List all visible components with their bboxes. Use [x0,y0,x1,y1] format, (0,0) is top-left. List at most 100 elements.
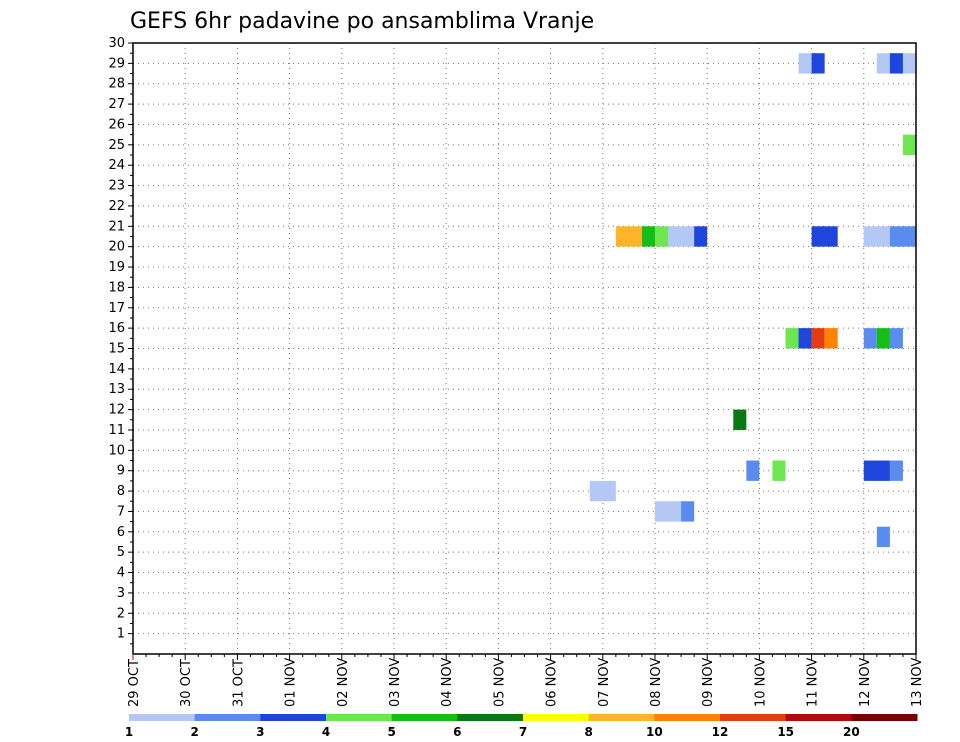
y-tick-label: 11 [108,423,125,438]
precip-cell [863,460,890,481]
colorbar-swatch [194,714,261,721]
colorbar-label: 4 [322,725,330,739]
y-tick-label: 9 [117,464,125,479]
x-tick-label: 30 OCT [179,659,194,707]
colorbar-label: 1 [125,725,133,739]
y-tick-label: 30 [108,36,125,51]
data-cells [589,53,916,548]
x-tick-label: 09 NOV [701,658,716,707]
y-tick-label: 2 [117,606,125,621]
y-axis: 1234567891011121314151617181920212223242… [108,36,133,645]
x-tick-label: 02 NOV [336,658,351,707]
precip-cell [863,226,890,247]
x-tick-label: 03 NOV [388,658,403,707]
precip-cell [641,226,655,247]
x-tick-label: 13 NOV [910,658,925,707]
precip-cell [889,53,903,74]
precip-cell [876,53,890,74]
colorbar: 1 2 3 4 5 6 7 8 10 12 15 20 [125,714,918,739]
colorbar-swatch [785,714,852,721]
colorbar-label: 8 [584,725,592,739]
y-tick-label: 7 [117,504,125,519]
y-tick-label: 8 [117,484,125,499]
precip-cell [902,134,916,156]
y-tick-label: 6 [117,525,125,540]
y-tick-label: 3 [117,586,125,601]
y-tick-label: 20 [108,240,125,255]
precip-cell [811,53,825,74]
y-tick-label: 10 [108,443,125,458]
y-tick-label: 19 [108,260,125,275]
x-tick-label: 01 NOV [284,658,299,707]
colorbar-swatch [326,714,393,721]
colorbar-swatch [457,714,524,721]
y-tick-label: 29 [108,56,125,71]
precip-cell [615,226,642,247]
y-tick-label: 28 [108,77,125,92]
colorbar-label: 12 [712,725,729,739]
precip-cell [863,328,877,349]
precip-cell [889,226,916,247]
colorbar-label: 7 [519,725,527,739]
x-tick-label: 06 NOV [545,658,560,707]
colorbar-swatch [654,714,721,721]
y-tick-label: 23 [108,179,125,194]
precip-cell [824,328,838,349]
colorbar-label: 6 [453,725,461,739]
precip-cell [902,53,916,74]
x-tick-label: 29 OCT [127,659,142,707]
colorbar-label: 20 [843,725,860,739]
precip-cell [589,480,616,502]
y-tick-label: 16 [108,321,125,336]
x-tick-label: 12 NOV [858,658,873,707]
y-tick-label: 24 [108,158,125,173]
precip-cell [733,409,747,430]
x-tick-label: 05 NOV [492,658,507,707]
colorbar-label: 15 [777,725,794,739]
precip-cell [889,460,903,481]
x-tick-label: 07 NOV [597,658,612,707]
precip-cell [746,460,760,481]
y-tick-label: 13 [108,382,125,397]
precip-cell [668,226,695,247]
colorbar-label: 2 [190,725,198,739]
precip-cell [798,53,812,74]
colorbar-label: 5 [387,725,395,739]
precip-cell [798,328,812,349]
precip-cell [785,328,799,349]
colorbar-swatch [523,714,590,721]
colorbar-label: 3 [256,725,264,739]
precip-cell [655,226,669,247]
y-tick-label: 21 [108,219,125,234]
chart-title: GEFS 6hr padavine po ansamblima Vranje [130,9,594,34]
y-tick-label: 12 [108,403,125,418]
colorbar-swatch [851,714,918,721]
x-axis: 29 OCT 30 OCT 31 OCT 01 NOV 02 NOV 03 NOV 04 N… [127,654,925,707]
y-tick-label: 26 [108,117,125,132]
y-tick-label: 5 [117,545,125,560]
precip-cell [681,501,695,522]
y-tick-label: 1 [117,627,125,642]
x-tick-label: 11 NOV [806,658,821,707]
precip-cell [811,328,825,349]
x-tick-label: 08 NOV [649,658,664,707]
colorbar-swatch [260,714,327,721]
y-tick-label: 22 [108,199,125,214]
colorbar-swatch [720,714,787,721]
x-tick-label: 10 NOV [753,658,768,707]
precip-cell [811,226,838,247]
y-tick-label: 4 [117,566,125,581]
x-tick-label: 31 OCT [231,659,246,707]
colorbar-swatch [129,714,196,721]
y-tick-label: 17 [108,301,125,316]
x-tick-label: 04 NOV [440,658,455,707]
precip-cell [889,328,903,349]
colorbar-label: 10 [646,725,663,739]
precip-cell [876,328,890,349]
y-tick-label: 14 [108,362,125,377]
colorbar-swatch [391,714,458,721]
colorbar-swatch [588,714,655,721]
precip-cell [694,226,708,247]
y-tick-label: 18 [108,280,125,295]
